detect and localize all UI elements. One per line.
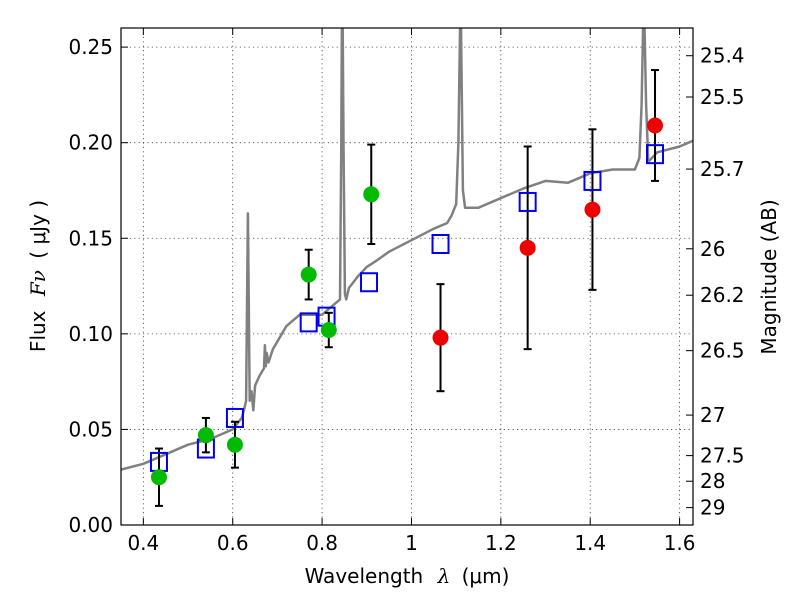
model-photometry-square xyxy=(225,407,244,428)
data-point xyxy=(363,186,380,203)
x-axis-symbol: λ xyxy=(437,564,451,588)
model-photometry-square xyxy=(518,191,537,212)
model-photometry-square xyxy=(646,144,665,165)
x-axis-title: Wavelength λ (μm) xyxy=(305,564,510,588)
data-point xyxy=(226,436,243,453)
y-tick-label: 0.10 xyxy=(68,322,113,346)
x-tick-label: 0.8 xyxy=(306,531,338,555)
y2-axis-ticks: 25.4 25.5 25.7 26 26.2 26.5 27 27.528 29 xyxy=(686,44,745,520)
data-point xyxy=(300,266,317,283)
spectrum-line xyxy=(121,28,693,471)
y2-tick-label: 27.5 xyxy=(700,444,745,468)
y-tick-label: 0.25 xyxy=(68,35,113,59)
y2-tick-label: 26 xyxy=(700,237,725,261)
x-axis-unit: (μm) xyxy=(462,564,510,588)
y2-tick-label: 26.2 xyxy=(700,283,745,307)
y-tick-label: 0.20 xyxy=(68,131,113,155)
x-tick-label: 1.4 xyxy=(574,531,606,555)
y2-tick-label: 28 xyxy=(700,469,725,493)
data-point xyxy=(584,201,601,218)
y2-tick-label: 25.4 xyxy=(700,44,745,68)
y-axis-label: Flux xyxy=(26,310,50,352)
data-point xyxy=(647,117,664,134)
plot-area xyxy=(121,28,693,507)
y-tick-label: 0.00 xyxy=(68,513,113,537)
y-axis-unit: ( μJy ) xyxy=(26,200,50,259)
data-point xyxy=(519,239,536,256)
x-tick-label: 0.4 xyxy=(127,531,159,555)
x-tick-label: 1 xyxy=(405,531,418,555)
model-photometry-square xyxy=(360,272,379,293)
data-point xyxy=(150,469,167,486)
y2-tick-label: 25.5 xyxy=(700,85,745,109)
x-axis-ticks: 0.4 0.6 0.8 1 1.2 1.4 1.6 xyxy=(127,28,696,555)
y2-tick-label: 25.7 xyxy=(700,157,745,181)
x-axis-label: Wavelength xyxy=(305,564,424,588)
model-photometry-square xyxy=(299,312,318,333)
y2-tick-label: 27 xyxy=(700,403,725,427)
y2-tick-label: 26.5 xyxy=(700,339,745,363)
x-tick-label: 0.6 xyxy=(217,531,249,555)
model-photometry-square xyxy=(431,234,450,255)
y2-axis-title: Magnitude (AB) xyxy=(757,199,781,354)
y-tick-label: 0.15 xyxy=(68,226,113,250)
plot-frame xyxy=(120,27,694,526)
y-tick-label: 0.05 xyxy=(68,417,113,441)
x-tick-label: 1.6 xyxy=(664,531,696,555)
y-axis-ticks: 0.00 0.05 0.10 0.15 0.20 0.25 xyxy=(68,35,128,537)
y2-tick-label: 29 xyxy=(700,496,725,520)
model-photometry-square xyxy=(583,170,602,191)
data-point xyxy=(320,322,337,339)
data-point xyxy=(197,427,214,444)
y-axis-title: Flux Fν ( μJy ) xyxy=(26,200,50,352)
y-axis-symbol: Fν xyxy=(26,270,50,297)
data-point xyxy=(432,329,449,346)
x-tick-label: 1.2 xyxy=(485,531,517,555)
